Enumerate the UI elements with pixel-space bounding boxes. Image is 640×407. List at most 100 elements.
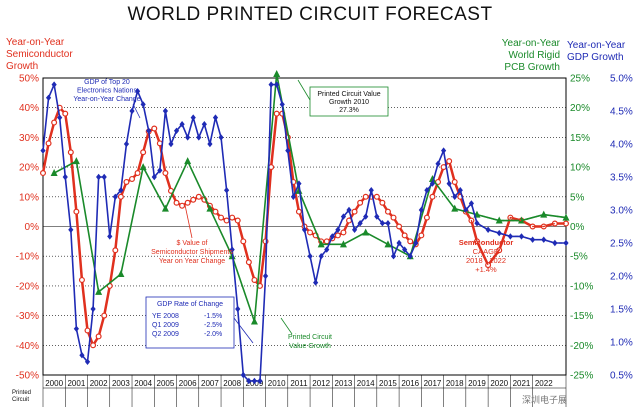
gdp-point [340,213,347,220]
gdp-point [390,253,397,260]
gdp-rate-value: -1.5% [204,313,222,320]
semiconductor-point [295,208,302,215]
pcb-point [273,70,281,77]
gdp-point [212,114,219,121]
left-tick-label: 0% [25,222,40,233]
semiconductor-point [218,214,225,221]
right-tick-label: 4.0% [610,140,633,151]
mid-tick-label: 0% [570,222,585,233]
gdp-rate-box [145,296,235,349]
semiconductor-point [334,232,341,239]
year-label: 2008 [223,379,241,388]
left-tick-label: 10% [19,192,39,203]
mid-axis-title-line3: PCB Growth [504,62,560,73]
year-label: 2006 [179,379,197,388]
gdp-point [101,173,107,181]
semiconductor-point [440,164,447,171]
year-label: 2013 [335,379,353,388]
pcb-point [95,287,103,295]
gdp-point [274,81,280,88]
gdp-point [73,325,79,332]
left-tick-label: 40% [19,103,39,114]
gdp-point [446,180,452,187]
pcb-2010-line2: Growth 2010 [329,99,369,106]
gdp-point [224,187,230,194]
semiconductor-label: Semiconductor Shipments [151,249,233,256]
right-axis-title-line2: GDP Growth [567,52,624,63]
gdp-top20-label: Electronics Nations [77,88,137,95]
gdp-point [324,246,330,253]
gdp-point [262,272,269,280]
pcb-point [339,240,347,248]
gdp-point [162,107,169,115]
semiconductor-label: $ Value of [176,240,207,247]
forecast-line [465,211,566,267]
right-axis-title-line1: Year-on-Year [567,40,626,51]
gdp-point [435,160,441,167]
pcb-point [540,210,548,218]
left-axis-title-line1: Year-on-Year [6,37,65,48]
mid-axis-title: Year-on-Year World Rigid PCB Growth [478,38,560,74]
gdp-point [424,187,430,194]
gdp-point [496,229,502,237]
semiconductor-point [101,312,108,319]
semiconductor-pointer [184,204,193,239]
left-tick-label: -10% [16,252,39,263]
pcb-point [250,317,258,325]
pcb-point [317,240,325,248]
gdp-point [68,226,74,233]
right-axis-title: Year-on-Year GDP Growth [567,40,640,64]
gdp-point [196,134,202,141]
pcb-point [184,157,192,165]
gdp-rate-period: Q1 2009 [152,322,179,329]
left-tick-label: 20% [19,163,39,174]
semiconductor-point [429,193,436,200]
cagr-label: Semiconductor [459,238,514,247]
mid-tick-label: -25% [570,371,593,382]
semiconductor-point [179,202,186,209]
semiconductor-point [62,110,69,117]
gdp-point [62,173,68,181]
semiconductor-point [451,178,458,185]
gdp-point [329,233,335,240]
year-label: 2016 [401,379,419,388]
right-tick-label: 3.5% [610,173,633,184]
semiconductor-point [307,229,314,236]
gdp-point [301,226,308,233]
footer-label-line2: Circuit [12,397,30,403]
year-label: 2021 [513,379,531,388]
footer-label-line1: Printed [12,390,32,396]
semiconductor-point [323,238,330,245]
gdp-rate-period: YE 2008 [152,313,179,320]
pcb-point [451,204,459,212]
gdp-point [468,200,475,207]
gdp-point [351,226,358,233]
forecast-line [465,202,566,244]
year-label: 2014 [357,379,375,388]
semiconductor-label: Year on Year Change [159,258,225,265]
mid-tick-label: 20% [570,103,590,114]
semiconductor-point [245,259,252,266]
printed-circuit-row-label: Printed Circuit [12,390,31,404]
gdp-point [530,236,536,243]
gdp-point [307,253,313,260]
year-label: 2017 [424,379,442,388]
right-tick-label: 0.5% [610,371,633,382]
year-label: 2018 [446,379,464,388]
semiconductor-point [340,229,347,236]
left-axis-title-line3: Growth [6,61,39,72]
gdp-top20-pointer [132,103,141,119]
semiconductor-point [140,149,147,156]
semiconductor-point [112,247,119,254]
gdp-point [140,101,146,108]
pcb-2010-box [309,86,389,117]
left-tick-label: -40% [16,341,39,352]
pcb-growth-label: Printed Circuit [288,334,332,341]
year-label: 2022 [535,379,553,388]
gdp-point [440,147,447,154]
semiconductor-point [234,217,241,224]
pcb-growth-label: Value Growth [289,343,331,350]
gdp-point [363,213,369,220]
gdp-point [452,193,458,200]
right-tick-label: 2.0% [610,272,633,283]
